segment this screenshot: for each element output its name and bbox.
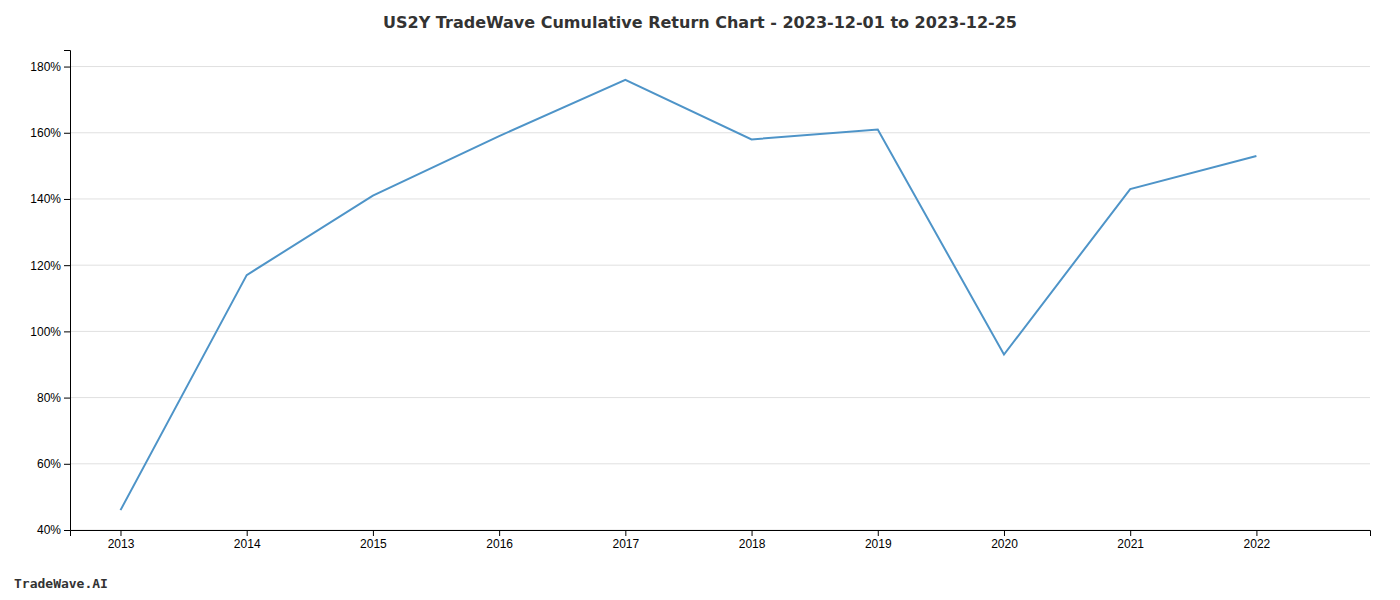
y-tick-label: 160% [30,126,61,140]
y-tick: 140% [30,192,70,206]
y-tick-mark [64,265,70,266]
x-tick-label: 2017 [612,537,639,551]
x-tick-mark [1130,530,1131,536]
x-tick-mark [120,530,121,536]
grid-line [70,463,1370,464]
grid-line [70,66,1370,67]
y-axis-line [64,51,71,531]
y-tick-mark [64,331,70,332]
y-tick-label: 120% [30,259,61,273]
y-tick-mark [64,67,70,68]
x-tick: 2016 [486,530,513,551]
x-tick: 2022 [1244,530,1271,551]
plot-area [120,80,1256,510]
x-tick-label: 2014 [234,537,261,551]
y-tick-mark [64,464,70,465]
x-tick-mark [247,530,248,536]
y-tick-mark [64,199,70,200]
x-tick-label: 2019 [865,537,892,551]
x-tick-label: 2020 [991,537,1018,551]
grid-line [70,331,1370,332]
x-axis-line [71,531,1371,537]
x-tick: 2021 [1117,530,1144,551]
y-tick: 160% [30,126,70,140]
y-tick: 40% [37,523,70,537]
y-tick-label: 40% [37,523,61,537]
x-tick-label: 2013 [108,537,135,551]
y-axis: 40% 60% 80% 100% 120% 140% 160% 180% [30,51,70,538]
x-tick-mark [625,530,626,536]
x-tick-mark [752,530,753,536]
grid-line [70,198,1370,199]
grid-line [70,132,1370,133]
y-tick-mark [64,530,70,531]
y-tick-label: 60% [37,457,61,471]
x-tick: 2017 [612,530,639,551]
y-tick: 120% [30,259,70,273]
y-tick-label: 180% [30,60,61,74]
y-tick: 180% [30,60,70,74]
y-tick-mark [64,133,70,134]
x-tick-label: 2016 [486,537,513,551]
data-line [120,80,1256,510]
x-tick: 2014 [234,530,261,551]
x-axis: 2013 2014 2015 2016 2017 2018 2019 2020 2021 2022 [71,530,1371,551]
y-tick-label: 100% [30,325,61,339]
x-tick-mark [1004,530,1005,536]
x-tick-mark [499,530,500,536]
x-tick-label: 2021 [1117,537,1144,551]
x-tick-mark [373,530,374,536]
grid-line [70,397,1370,398]
x-tick: 2019 [865,530,892,551]
x-tick: 2020 [991,530,1018,551]
y-tick-label: 80% [37,391,61,405]
footer-annotation: TradeWave.AI [14,576,108,591]
y-grid [70,67,1370,530]
y-tick: 80% [37,391,70,405]
y-tick: 100% [30,325,70,339]
x-tick-label: 2015 [360,537,387,551]
x-tick: 2015 [360,530,387,551]
y-tick-label: 140% [30,192,61,206]
x-tick-label: 2022 [1244,537,1271,551]
x-tick: 2018 [739,530,766,551]
y-tick-mark [64,398,70,399]
chart-svg: 2013 2014 2015 2016 2017 2018 2019 2020 2021 2022… [0,0,1400,600]
y-tick: 60% [37,457,70,471]
grid-line [70,265,1370,266]
x-tick-mark [1256,530,1257,536]
x-tick-mark [878,530,879,536]
x-tick: 2013 [108,530,135,551]
chart-title: US2Y TradeWave Cumulative Return Chart -… [383,13,1017,32]
x-tick-label: 2018 [739,537,766,551]
